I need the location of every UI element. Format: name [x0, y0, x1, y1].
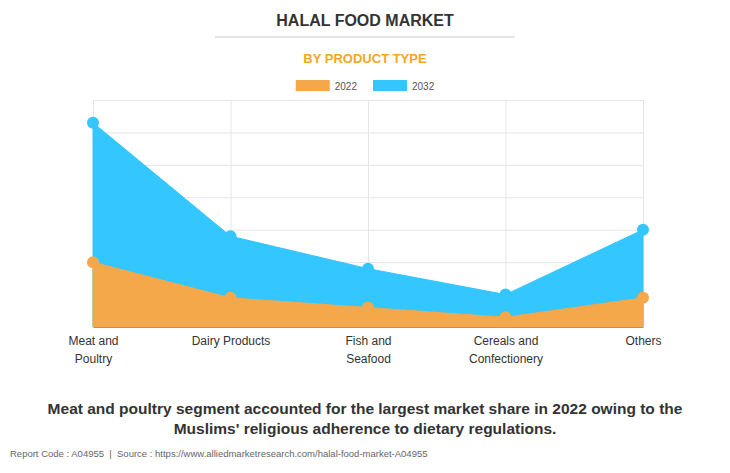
- marker: [500, 289, 512, 301]
- y-axis: [93, 101, 643, 328]
- x-tick-label: Fish and Seafood: [345, 334, 391, 366]
- grid-line: [93, 327, 643, 328]
- x-tick-label: Meat and Poultry: [68, 334, 118, 366]
- marker: [500, 311, 512, 323]
- x-tick-label: Others: [625, 334, 661, 348]
- marker: [225, 292, 237, 304]
- text-line: Poultry: [75, 352, 112, 366]
- chart-root: HALAL FOOD MARKET BY PRODUCT TYPE 2022 2032…: [0, 0, 730, 473]
- marker: [362, 263, 374, 275]
- x-axis-line: [94, 327, 644, 328]
- text-line: Cereals and: [474, 334, 539, 348]
- y-axis-line: [94, 101, 644, 328]
- marker: [362, 302, 374, 314]
- text-line: Others: [625, 334, 661, 348]
- legend-item: 2022: [296, 80, 358, 92]
- marker: [87, 256, 99, 268]
- subtitle: BY PRODUCT TYPE: [303, 51, 427, 66]
- text-line: Confectionery: [469, 352, 543, 366]
- x-tick-label: Dairy Products: [192, 334, 271, 348]
- text-line: Meat and poultry segment accounted for t…: [48, 400, 683, 417]
- footer: Report Code : A04955 | Source : https://…: [10, 448, 428, 459]
- marks: [87, 117, 649, 327]
- marker: [87, 117, 99, 129]
- legend-swatch: [373, 80, 407, 91]
- text-line: Meat and: [68, 334, 118, 348]
- y-tick: [93, 327, 643, 328]
- text-line: Muslims' religious adherence to dietary …: [174, 420, 557, 437]
- title-rule: [215, 37, 515, 38]
- text-line: Dairy Products: [192, 334, 271, 348]
- caption: Meat and poultry segment accounted for t…: [48, 400, 683, 437]
- legend-label: 2022: [335, 81, 358, 92]
- marker: [637, 292, 649, 304]
- area: [93, 262, 643, 327]
- x-axis: Meat and Poultry Dairy Products Fish and Sea…: [68, 100, 661, 366]
- legend: 2022 2032: [296, 80, 435, 92]
- text-line: Fish and: [345, 334, 391, 348]
- title: HALAL FOOD MARKET: [276, 12, 454, 29]
- plot: Meat and Poultry Dairy Products Fish and Sea…: [68, 100, 661, 366]
- legend-item: 2032: [373, 80, 435, 92]
- marker: [637, 224, 649, 236]
- area: [93, 123, 643, 327]
- marker: [225, 230, 237, 242]
- x-tick-label: Cereals and Confectionery: [469, 334, 543, 366]
- text-line: Seafood: [346, 352, 391, 366]
- legend-label: 2032: [412, 81, 435, 92]
- legend-swatch: [296, 80, 330, 91]
